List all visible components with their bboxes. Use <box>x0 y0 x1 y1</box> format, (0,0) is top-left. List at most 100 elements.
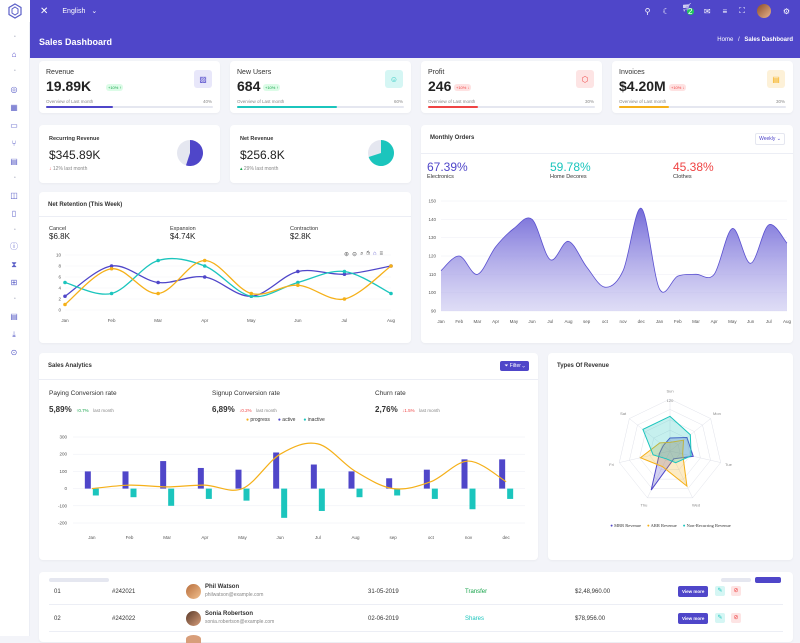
y-tick-label: 0 <box>58 308 61 313</box>
alert-icon[interactable]: ⓘ <box>10 242 18 251</box>
folder-icon[interactable]: ▭ <box>10 121 18 130</box>
net-revenue-card: Net Revenue $256.8K ▴ 29% last month <box>230 125 411 183</box>
top-navbar: ✕ English ⌄ ⚲ ☾ 🛒︎ 2 ✉︎ ≡ ⛶ ⚙︎ <box>0 0 800 22</box>
y-tick-label: 120 <box>428 254 436 259</box>
sidebar-section-dot: • <box>14 68 16 74</box>
menu-icon[interactable]: ≡ <box>722 6 728 16</box>
trend-down-icon: ↓ <box>49 166 53 172</box>
radar-ring <box>629 409 711 489</box>
document-icon[interactable]: ▤ <box>10 312 18 321</box>
legend-item[interactable]: ● ARR Revenue <box>647 523 677 528</box>
shopping-bag-icon[interactable]: ◫ <box>10 191 18 200</box>
pan-hand-icon[interactable]: ✋︎ <box>366 251 370 257</box>
chart-menu-icon[interactable]: ≡ <box>379 251 383 257</box>
calendar-icon[interactable]: ▤ <box>10 157 18 166</box>
customer-name: Phil Watson <box>205 584 240 590</box>
view-more-button[interactable]: View more <box>678 586 709 597</box>
support-icon[interactable]: ⊙ <box>10 348 18 357</box>
x-tick-label: Jan <box>437 319 445 324</box>
customer-email: philwatson@example.com <box>205 592 264 598</box>
order-amount: $2,48,960.00 <box>575 589 611 595</box>
file-icon[interactable]: ▯ <box>11 209 17 218</box>
kpi-subtext: Overview of Last month <box>619 99 667 104</box>
period-dropdown[interactable]: Weekly ⌄ <box>755 133 785 145</box>
bar-inactive <box>394 488 401 496</box>
x-tick-label: Jan <box>656 319 664 324</box>
delete-icon[interactable]: ⊘ <box>731 613 741 623</box>
x-tick-label: Aug <box>351 535 360 540</box>
git-icon[interactable]: ⑂ <box>11 139 17 148</box>
gear-icon[interactable]: ⚙︎ <box>782 6 790 16</box>
orders-stat-label: Home Decores <box>550 174 587 180</box>
retention-stat-label: Expansion <box>170 226 196 232</box>
bar-active <box>499 459 506 489</box>
series-line <box>64 259 392 306</box>
monthly-orders-card: Monthly Orders Weekly ⌄ 67.39% Electroni… <box>421 125 793 343</box>
area-line <box>440 207 788 293</box>
cart-icon[interactable]: 🛒︎ 2 <box>681 3 694 16</box>
analytics-stat-label: Churn rate <box>375 390 406 397</box>
legend-item[interactable]: ● progress <box>246 417 270 423</box>
table-action-button[interactable] <box>755 577 781 583</box>
table-filter[interactable] <box>721 578 751 582</box>
globe-icon[interactable]: ◎ <box>10 85 18 94</box>
breadcrumb-home[interactable]: Home <box>717 37 734 43</box>
view-more-button[interactable]: View more <box>678 613 709 624</box>
reset-home-icon[interactable]: ⌂ <box>372 251 377 257</box>
home-icon[interactable]: ⌂ <box>11 50 17 59</box>
transaction-type: Shares <box>465 616 485 622</box>
x-tick-label: Apr <box>711 319 719 324</box>
language-selector[interactable]: English ⌄ <box>62 7 97 16</box>
sidebar-section-dot: • <box>14 227 16 233</box>
mail-icon[interactable]: ✉︎ <box>703 6 711 16</box>
x-tick-label: dec <box>638 319 646 324</box>
bar-inactive <box>281 488 288 518</box>
table-title <box>49 578 109 582</box>
kpi-progress-track <box>619 106 786 108</box>
legend-item[interactable]: ● Non-Recurring Revenue <box>683 523 731 528</box>
grid-icon[interactable]: ▦ <box>10 103 18 112</box>
hourglass-icon[interactable]: ⧗ <box>11 260 17 269</box>
download-icon[interactable]: ⤓ <box>12 330 16 339</box>
kpi-subtext: Overview of Last month <box>237 99 285 104</box>
bar-inactive <box>356 488 363 498</box>
logo-icon <box>8 3 22 19</box>
legend-item[interactable]: ● active <box>278 417 295 423</box>
analytics-stat-suffix: last month <box>256 408 277 413</box>
logo[interactable] <box>0 0 30 22</box>
order-date: 02-06-2019 <box>368 616 399 622</box>
orders-stat-value: 45.38% <box>673 160 714 174</box>
data-point <box>156 291 160 296</box>
moon-icon[interactable]: ☾ <box>662 6 670 16</box>
search-icon[interactable]: ⚲ <box>644 6 651 16</box>
chart-legend: ● progress ● active ● inactive <box>246 417 325 423</box>
edit-icon[interactable]: ✎ <box>715 613 725 623</box>
sidebar-section-dot: • <box>14 34 16 40</box>
zoom-select-icon[interactable]: ⌕ <box>360 251 364 257</box>
card-title: Sales Analytics <box>48 363 92 369</box>
orders-table-card: 01 #242021 Phil Watson philwatson@exampl… <box>39 572 793 643</box>
y-tick-label: 6 <box>58 275 61 280</box>
fullscreen-icon[interactable]: ⛶ <box>739 6 745 15</box>
x-tick-label: nov <box>465 535 473 540</box>
edit-icon[interactable]: ✎ <box>715 586 725 596</box>
card-value: $345.89K <box>49 148 101 162</box>
user-avatar[interactable] <box>756 4 771 18</box>
legend-item[interactable]: ● MRR Revenue <box>610 523 641 528</box>
progress-line <box>91 442 507 491</box>
legend-item[interactable]: ● inactive <box>303 417 324 423</box>
data-point <box>249 291 254 296</box>
bar-active <box>273 452 280 489</box>
filter-button[interactable]: ⏷ Filter ⌄ <box>500 361 529 371</box>
analytics-stat-value: 6,89% <box>212 405 235 414</box>
analytics-stat-change: 0.2% <box>241 408 252 413</box>
legend-dot: ● <box>246 417 250 423</box>
delete-icon[interactable]: ⊘ <box>731 586 741 596</box>
close-sidebar-icon[interactable]: ✕ <box>40 5 49 17</box>
y-tick-label: -100 <box>58 503 68 508</box>
orders-stat-label: Electronics <box>427 174 454 180</box>
widgets-icon[interactable]: ⊞ <box>10 278 18 287</box>
bar-inactive <box>507 488 514 499</box>
y-tick-label: 4 <box>58 286 61 291</box>
monthly-orders-area-chart: 90 100 110 120 130 140 150 Jan Feb Mar Apr May Jun Ju… <box>428 199 791 325</box>
